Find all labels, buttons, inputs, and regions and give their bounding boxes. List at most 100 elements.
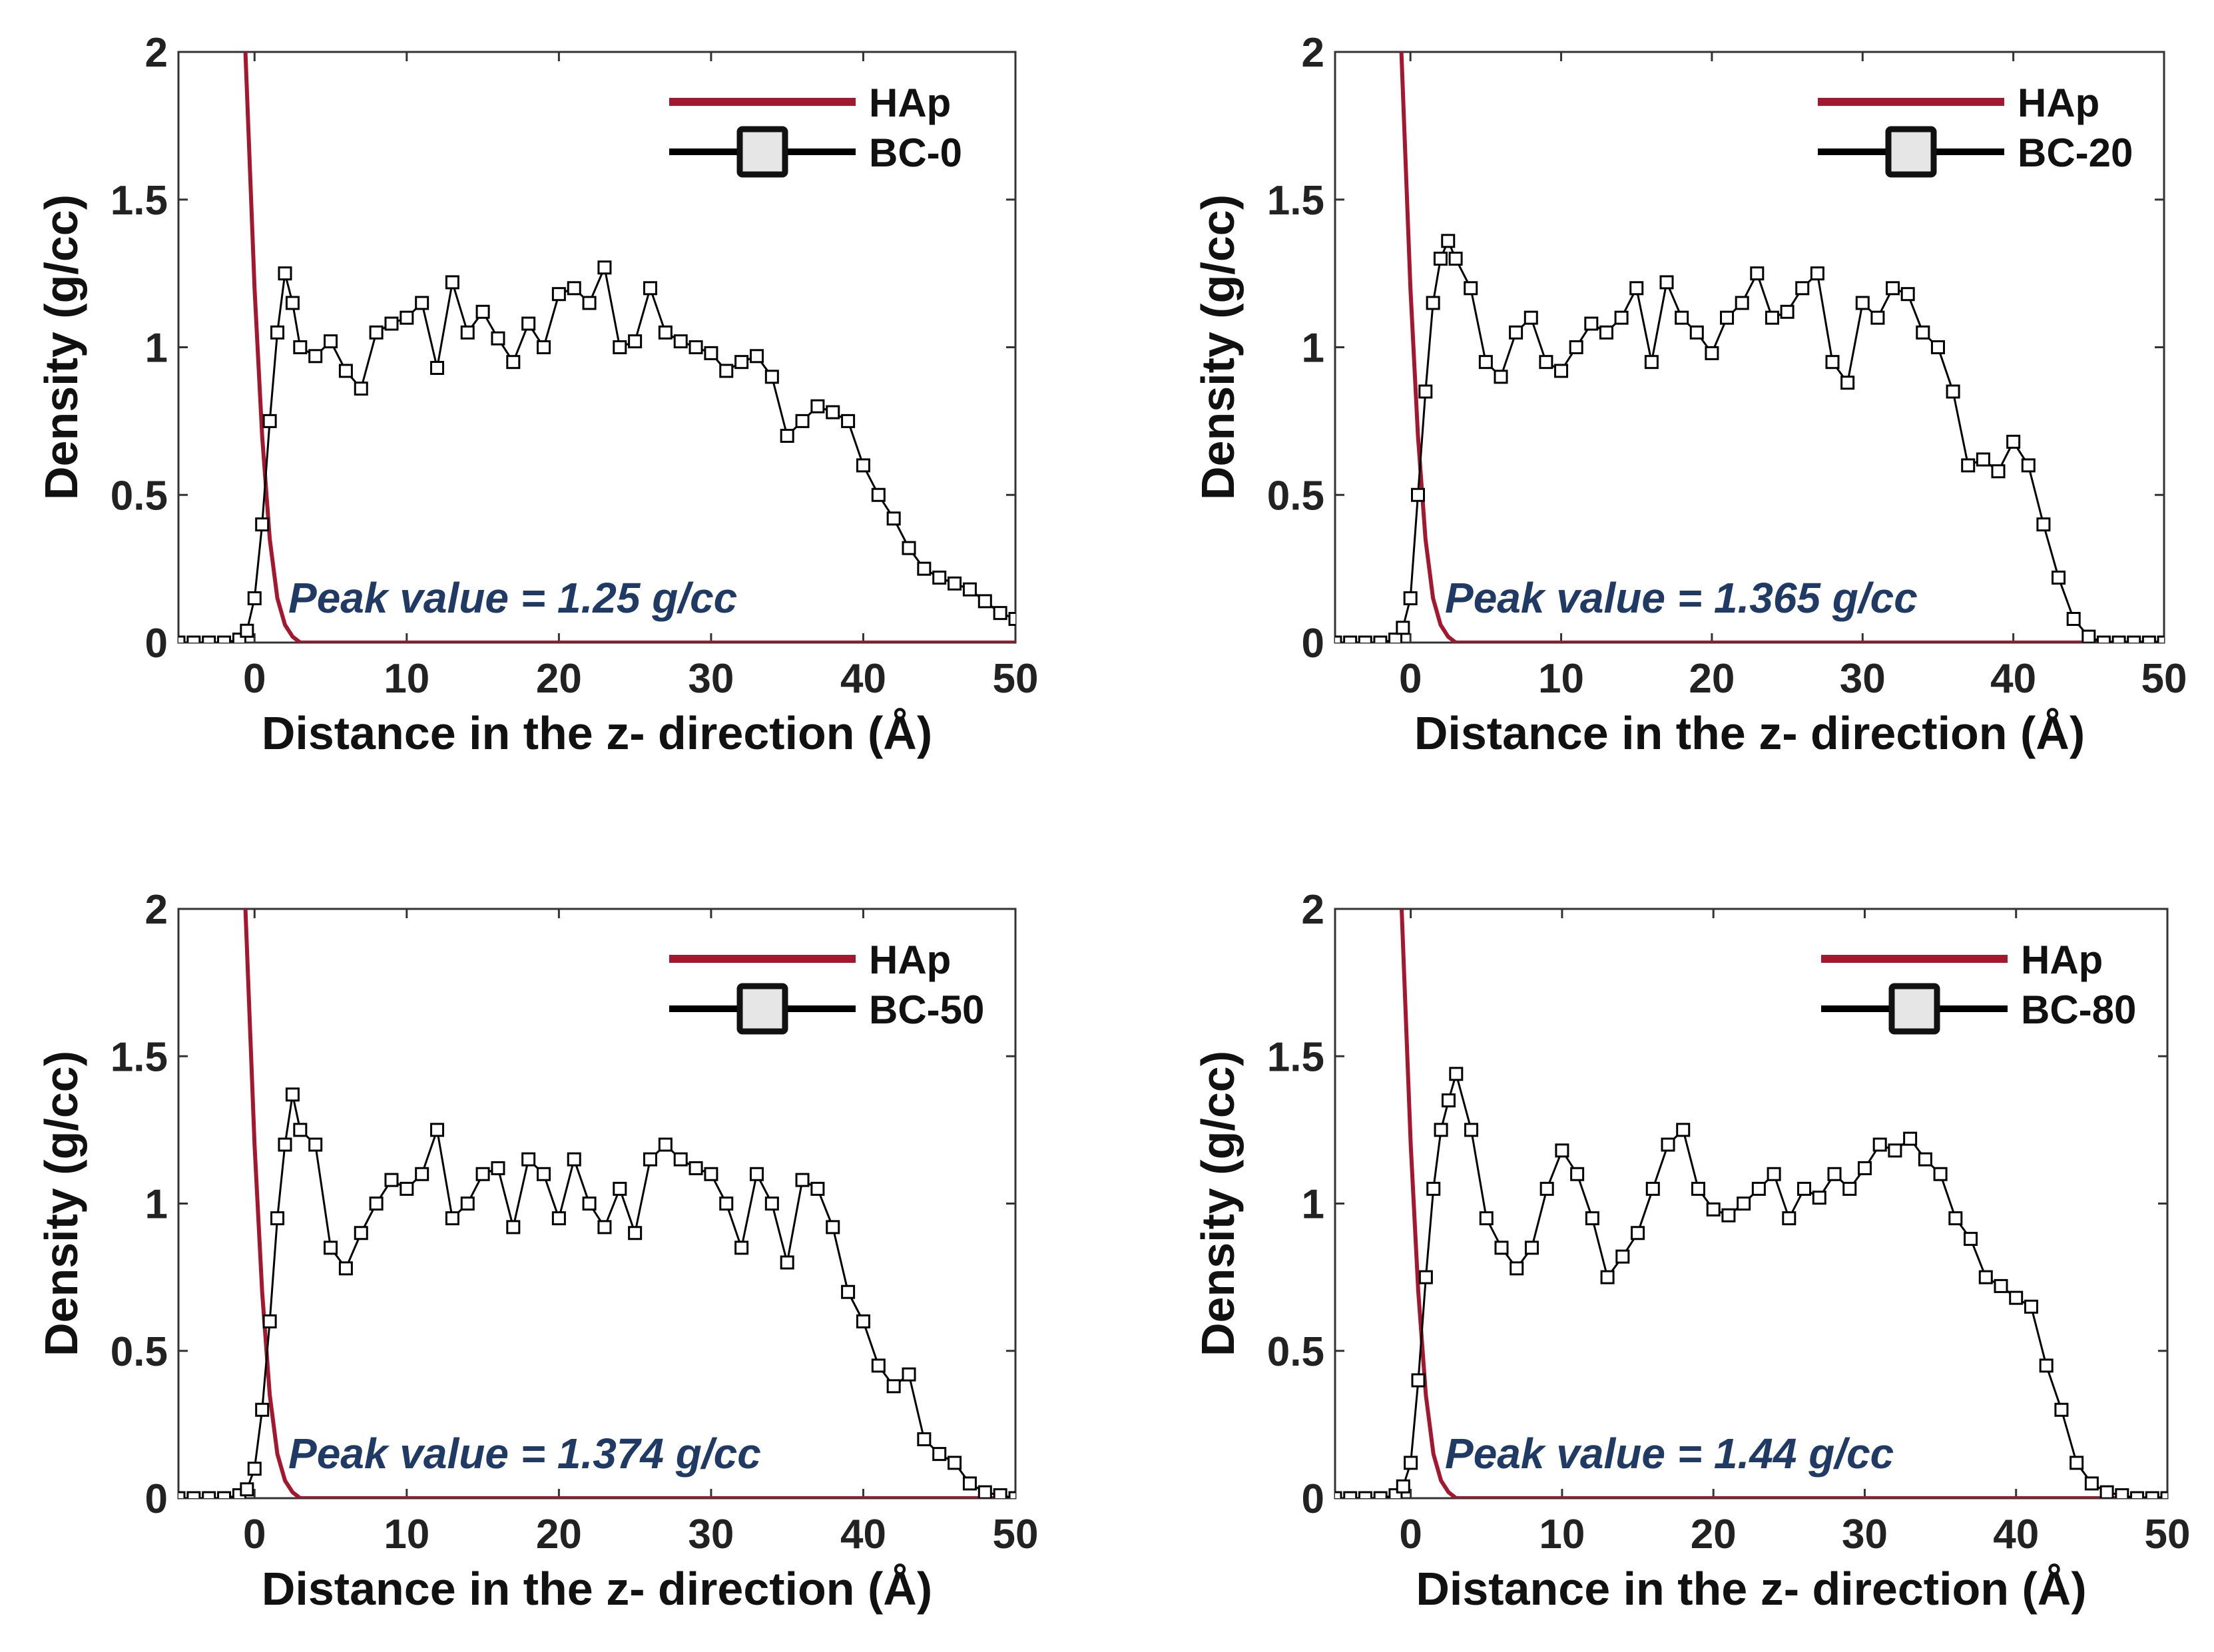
data-point (1675, 310, 1689, 325)
x-tick-label: 40 (1993, 1512, 2039, 1557)
series-area (1335, 909, 2167, 1498)
data-point (1903, 1131, 1918, 1146)
data-point (1441, 234, 1456, 248)
x-tick-label: 20 (536, 1512, 582, 1557)
data-point (308, 1137, 323, 1152)
x-tick-label: 10 (384, 1512, 429, 1557)
legend-bc-label: BC-20 (2018, 131, 2133, 175)
x-tick-label: 10 (1538, 656, 1584, 702)
data-point (1706, 1202, 1721, 1217)
data-point (856, 458, 870, 473)
x-tick-label: 30 (688, 656, 734, 702)
x-tick-label: 30 (1842, 1512, 1888, 1557)
data-point (1827, 1167, 1842, 1181)
data-point (1403, 591, 1418, 605)
data-point (202, 635, 216, 643)
data-point (856, 1314, 870, 1328)
y-tick-label: 2 (145, 887, 168, 933)
data-point (1631, 1226, 1645, 1240)
x-tick-label: 40 (1990, 656, 2036, 702)
data-point (1797, 1181, 1812, 1196)
data-point (1976, 452, 1990, 467)
data-point (475, 1167, 490, 1181)
y-tick-label: 1.5 (111, 178, 168, 224)
data-point (2006, 434, 2021, 449)
y-tick-label: 1 (145, 326, 168, 372)
legend: HAp BC-50 (669, 938, 984, 1035)
data-point (1782, 1211, 1797, 1226)
chart-panel-2: 0 10 20 30 40 50 0 0.5 1 1.5 2 Distance in the z- d… (1192, 30, 2187, 759)
data-point (2052, 570, 2066, 585)
data-point (217, 635, 232, 643)
data-point (1750, 266, 1765, 281)
data-point (324, 1240, 338, 1255)
data-point (1751, 1181, 1766, 1196)
data-point (613, 340, 627, 354)
data-point (1614, 310, 1629, 325)
data-point (1644, 355, 1659, 370)
data-point (491, 1161, 505, 1175)
data-point (293, 340, 308, 354)
data-point (1918, 1152, 1932, 1167)
y-tick-label: 1 (1302, 1182, 1324, 1228)
x-tick-label: 0 (243, 1512, 266, 1557)
data-point (977, 594, 992, 609)
data-point (255, 517, 270, 532)
x-tick-label: 50 (2141, 656, 2187, 702)
y-tick-label: 1 (145, 1182, 168, 1228)
data-point (597, 1220, 612, 1235)
legend-bc-label: BC-50 (869, 987, 984, 1032)
data-point (1946, 384, 1960, 399)
data-point (2145, 1491, 2159, 1498)
data-point (1335, 635, 1342, 643)
data-point (240, 623, 254, 638)
data-point (2096, 635, 2111, 643)
data-point (2157, 635, 2164, 643)
y-tick-label: 1 (1302, 326, 1324, 372)
data-point (285, 1087, 300, 1102)
data-point (400, 310, 414, 325)
x-tick-label: 20 (1691, 1512, 1737, 1557)
series-area (1335, 52, 2164, 643)
legend-bc-marker (736, 983, 788, 1035)
data-point (1524, 1240, 1539, 1255)
data-point (445, 1211, 459, 1226)
data-point (551, 287, 566, 302)
data-point (841, 413, 856, 428)
data-point (1396, 1479, 1410, 1494)
legend-bc-marker (1888, 983, 1940, 1035)
data-point (1426, 1181, 1441, 1196)
data-point (689, 1161, 703, 1175)
data-point (2130, 1491, 2145, 1498)
data-point (202, 1491, 216, 1498)
data-point (2081, 629, 2096, 643)
data-point (582, 296, 597, 310)
data-point (962, 1476, 977, 1491)
data-point (1840, 376, 1855, 390)
data-point (795, 1173, 810, 1187)
data-point (993, 1488, 1007, 1498)
data-point (354, 382, 368, 396)
data-point (1737, 1197, 1751, 1211)
data-point (1825, 355, 1840, 370)
data-point (1780, 304, 1795, 319)
legend-bc-label: BC-80 (2021, 987, 2136, 1032)
data-point (917, 561, 932, 576)
data-point (826, 405, 840, 419)
x-tick-label: 40 (840, 1512, 886, 1557)
data-point (247, 1462, 262, 1476)
data-point (977, 1485, 992, 1498)
data-point (1599, 325, 1613, 340)
data-point (1569, 340, 1583, 354)
data-point (1767, 1167, 1781, 1181)
data-point (1886, 281, 1900, 296)
data-point (1396, 621, 1410, 635)
data-point (354, 1226, 368, 1240)
legend-hap-label: HAp (869, 81, 951, 125)
data-point (2066, 612, 2081, 627)
data-point (186, 635, 201, 643)
data-point (1539, 355, 1553, 370)
data-point (1373, 635, 1388, 643)
data-point (902, 1367, 916, 1382)
